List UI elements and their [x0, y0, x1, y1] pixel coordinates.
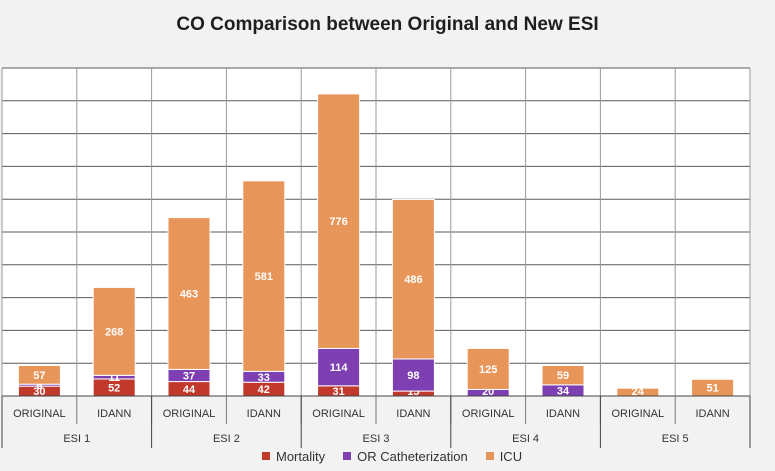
bar-segment — [242, 180, 286, 372]
data-label: 486 — [404, 274, 422, 286]
data-label: 52 — [108, 382, 120, 394]
x-tick-label: ORIGINAL — [13, 408, 66, 420]
data-label: 6 — [36, 380, 42, 392]
bar-segment — [317, 347, 361, 387]
data-label: 51 — [706, 383, 718, 395]
data-label: 581 — [255, 271, 273, 283]
data-label: 463 — [180, 289, 198, 301]
data-label: 30 — [33, 386, 45, 398]
legend-label: OR Catheterization — [357, 448, 468, 464]
data-label: 11 — [108, 372, 120, 384]
x-tick-label: IDANN — [247, 408, 281, 420]
x-tick-label: ORIGINAL — [312, 408, 365, 420]
legend-swatch — [262, 452, 270, 460]
data-label: 125 — [479, 364, 497, 376]
bar-segment — [541, 364, 585, 386]
data-label: 37 — [183, 371, 195, 383]
bar-segment — [17, 364, 61, 385]
x-group-label: ESI 2 — [213, 433, 240, 445]
x-tick-label: IDANN — [396, 408, 430, 420]
legend-item: Mortality — [262, 449, 325, 464]
x-group-label: ESI 1 — [63, 433, 90, 445]
x-group-label: ESI 5 — [662, 433, 689, 445]
data-label: 31 — [332, 386, 344, 398]
x-tick-label: IDANN — [695, 408, 729, 420]
bar-segment — [92, 286, 136, 376]
data-label: 42 — [258, 384, 270, 396]
bar-segment — [391, 358, 435, 392]
bar-segment — [466, 347, 510, 390]
x-tick-label: IDANN — [97, 408, 131, 420]
data-label: 44 — [183, 384, 196, 396]
legend-item: OR Catheterization — [343, 449, 468, 464]
x-tick-label: ORIGINAL — [462, 408, 515, 420]
x-group-label: ESI 4 — [512, 433, 539, 445]
data-label: 24 — [632, 386, 645, 398]
bar-segment — [391, 199, 435, 360]
data-label: 57 — [33, 370, 45, 382]
data-label: 114 — [330, 362, 349, 374]
data-label: 98 — [407, 370, 419, 382]
bar-segment — [317, 93, 361, 349]
data-label: 59 — [557, 370, 569, 382]
data-label: 776 — [329, 216, 347, 228]
legend-swatch — [343, 452, 352, 460]
x-group-label: ESI 3 — [363, 433, 390, 445]
legend-item: ICU — [485, 448, 523, 464]
x-tick-label: ORIGINAL — [163, 408, 216, 420]
data-label: 33 — [258, 372, 270, 384]
x-tick-label: IDANN — [546, 408, 580, 420]
data-label: 268 — [105, 326, 123, 338]
chart-legend: Mortality OR Catheterization ICU — [262, 446, 522, 466]
legend-label: ICU — [499, 448, 523, 464]
bar-segment — [167, 217, 211, 370]
data-label: 34 — [557, 385, 570, 397]
legend-label: Mortality — [276, 448, 326, 464]
x-tick-label: ORIGINAL — [612, 408, 665, 420]
chart-title: CO Comparison between Original and New E… — [176, 14, 599, 35]
legend-swatch — [485, 452, 494, 460]
